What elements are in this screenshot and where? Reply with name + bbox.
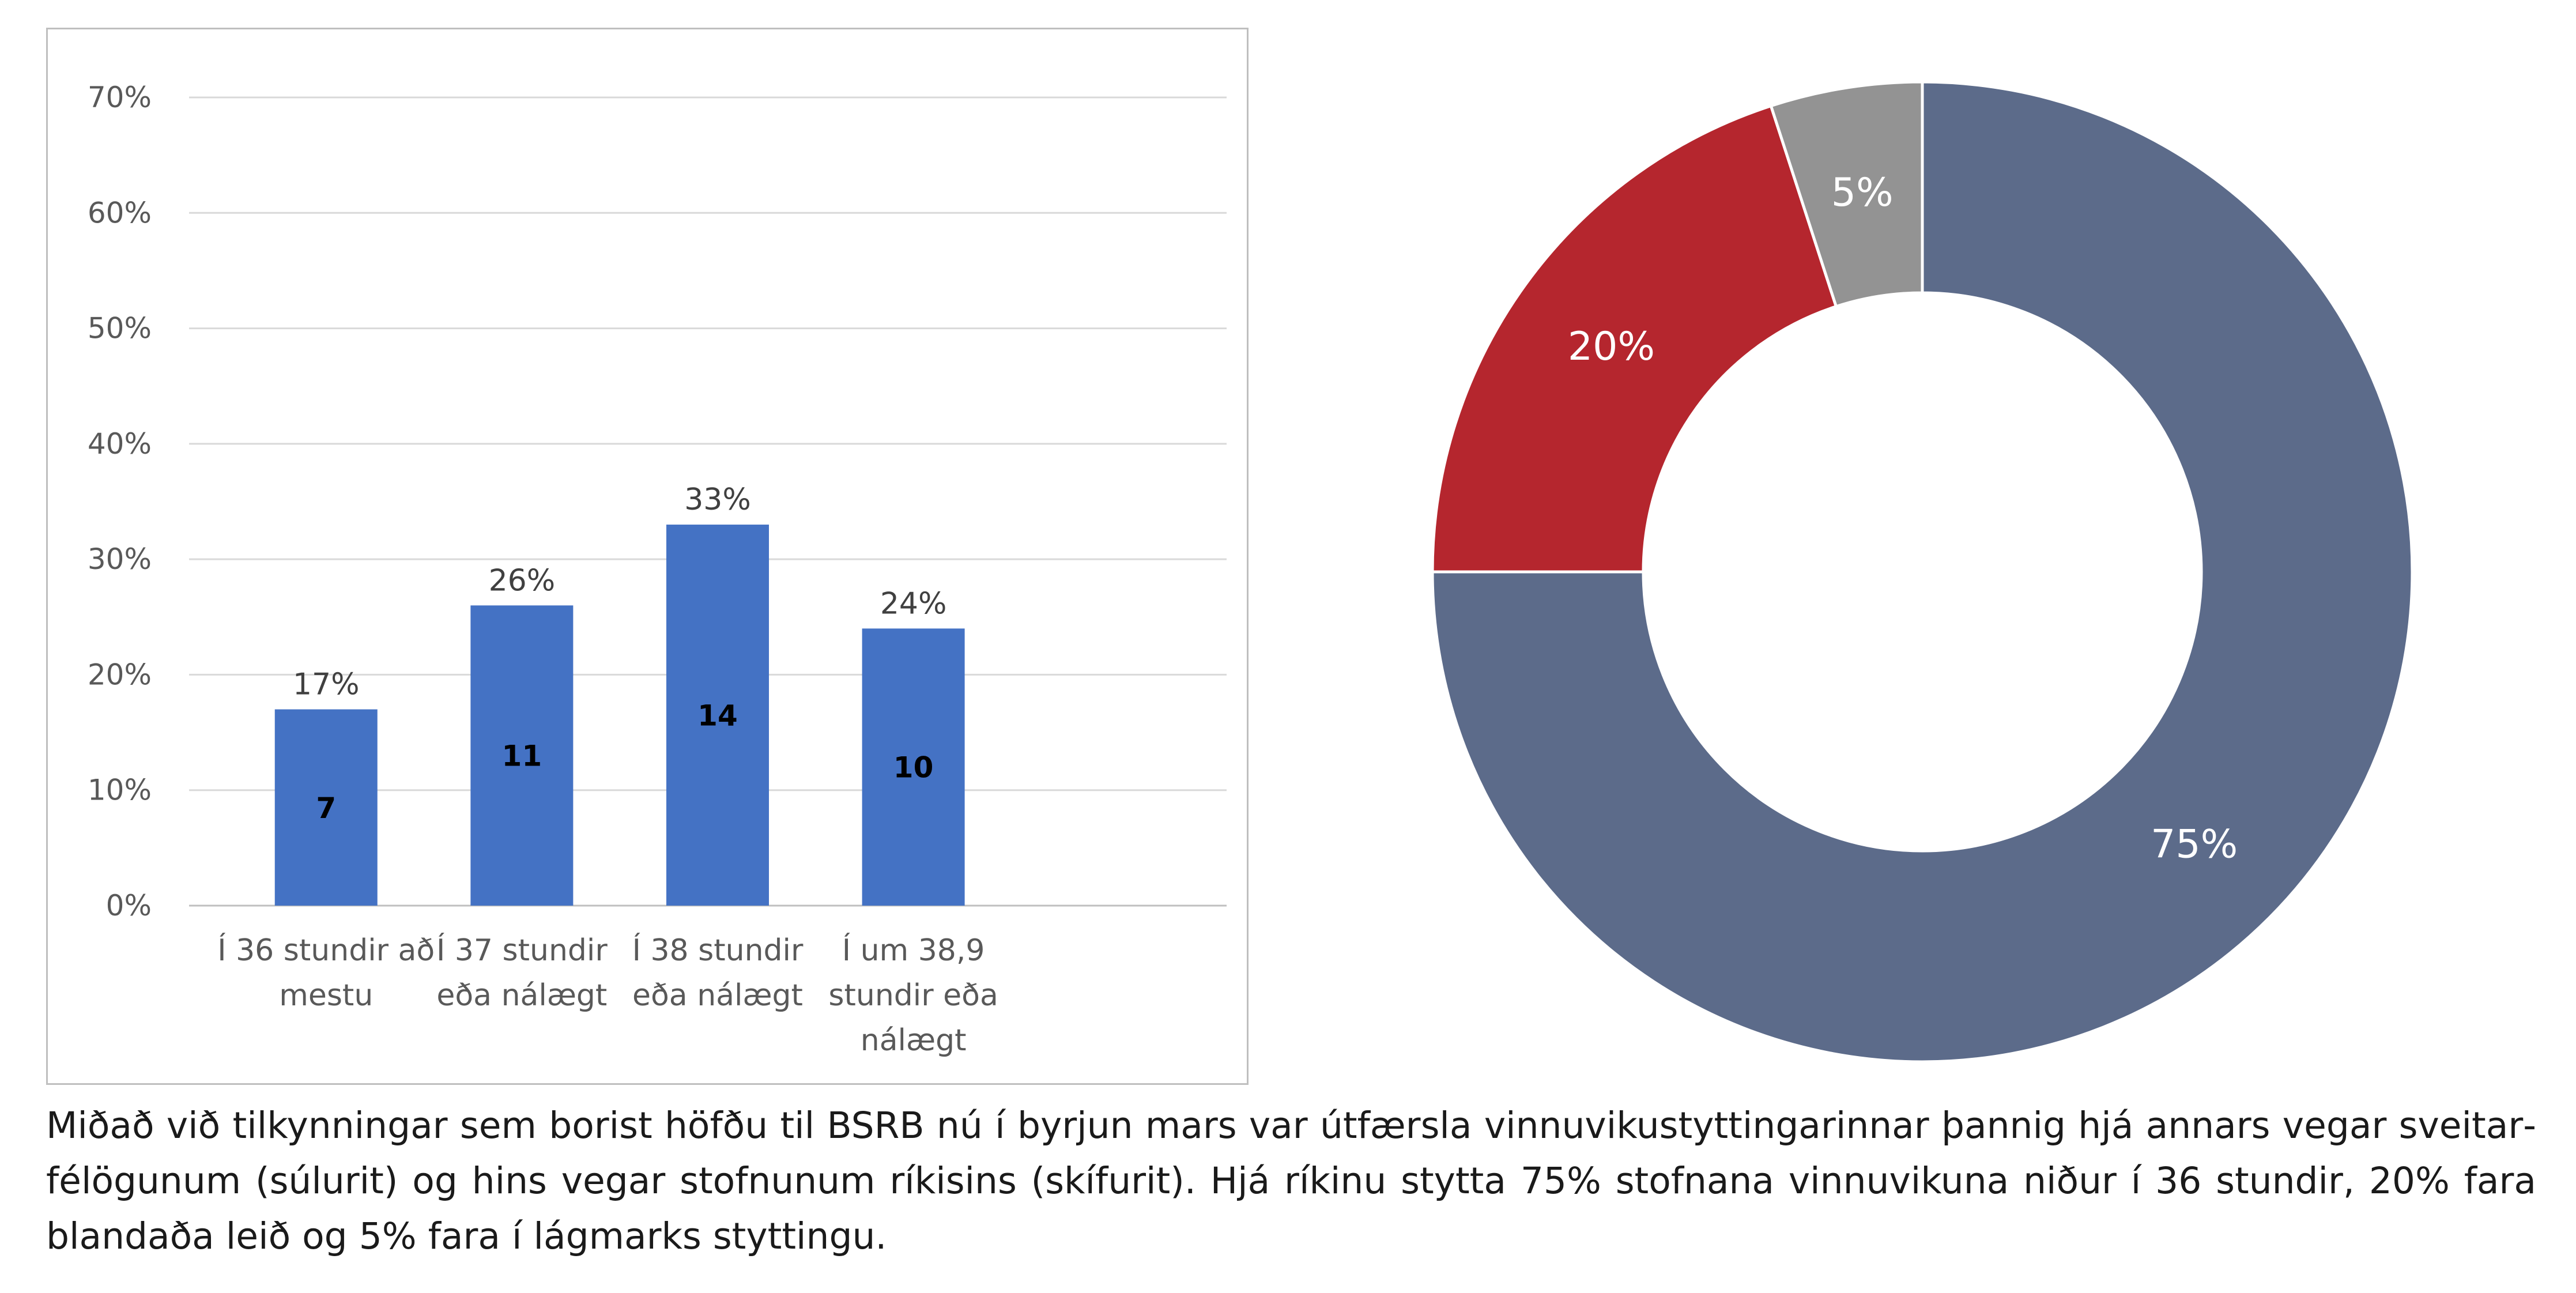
bar-value-label: 33% xyxy=(684,482,751,517)
bar-count-label: 7 xyxy=(316,791,336,825)
y-tick-label: 70% xyxy=(88,81,152,114)
y-tick-label: 10% xyxy=(88,774,152,807)
y-tick-label: 50% xyxy=(88,312,152,345)
y-tick-label: 40% xyxy=(88,427,152,461)
x-category-label: Í 38 stundir eða nálægt xyxy=(632,933,804,1013)
bar xyxy=(666,525,769,906)
bar-count-label: 10 xyxy=(893,751,934,785)
x-category-label-line: Í 37 stundir xyxy=(436,933,608,968)
donut-slice xyxy=(1769,80,1924,308)
slice-label: 20% xyxy=(1568,324,1655,370)
bar-count-label: 14 xyxy=(697,699,738,733)
x-category-label: Í 36 stundir að mestu xyxy=(217,933,435,1013)
y-tick-label: 20% xyxy=(88,658,152,691)
bar xyxy=(862,628,965,906)
x-category-label-line: Í um 38,9 xyxy=(842,933,985,968)
x-category-label-line: Í 38 stundir xyxy=(632,933,804,968)
slice-label: 5% xyxy=(1831,170,1894,216)
bar-value-label: 26% xyxy=(489,563,556,598)
x-category-label-line: stundir eða xyxy=(828,978,998,1013)
donut-chart: 75% 20% 5% xyxy=(1431,80,2414,1064)
x-category-label: Í um 38,9 stundir eða nálægt xyxy=(828,933,998,1058)
bar xyxy=(274,709,378,906)
bar-chart: 0% 10% 20% 30% 40% 50% 60% 70% 17% 7 Í 36 stundir … xyxy=(88,81,1227,1058)
bar-value-label: 24% xyxy=(880,586,947,621)
x-category-label-line: eða nálægt xyxy=(436,978,607,1013)
y-tick-label: 30% xyxy=(88,542,152,576)
bar-count-label: 11 xyxy=(502,740,542,773)
y-tick-label: 60% xyxy=(88,196,152,229)
bar-chart-frame: 0% 10% 20% 30% 40% 50% 60% 70% 17% 7 Í 36 stundir … xyxy=(46,28,1249,1085)
y-tick-label: 0% xyxy=(106,889,152,922)
bar-value-label: 17% xyxy=(293,668,360,702)
x-category-label-line: Í 36 stundir að xyxy=(217,933,435,968)
donut-slice xyxy=(1431,80,2414,1064)
x-category-label-line: eða nálægt xyxy=(632,978,803,1013)
slice-label: 75% xyxy=(2151,822,2238,868)
donut-slice xyxy=(1431,104,1838,574)
x-category-label-line: mestu xyxy=(279,978,373,1013)
figure-caption: Miðað við tilkynningar sem borist höfðu … xyxy=(46,1104,2536,1257)
x-category-label: Í 37 stundir eða nálægt xyxy=(436,933,608,1013)
bar xyxy=(470,605,574,906)
x-category-label-line: nálægt xyxy=(861,1023,967,1058)
